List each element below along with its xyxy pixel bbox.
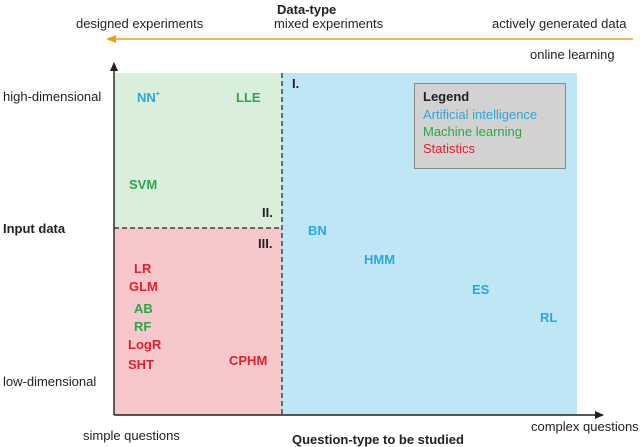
method-rf: RF [134,319,152,334]
method-ab: AB [134,301,153,316]
method-hmm: HMM [364,252,396,267]
actively-generated-data-label: actively generated data [492,16,627,31]
method-logr: LogR [128,337,162,352]
method-glm: GLM [129,279,158,294]
low-dimensional-label: low-dimensional [3,374,97,389]
input-data-title: Input data [3,221,66,236]
simple-questions-label: simple questions [83,428,180,443]
region-ii-label: II. [262,205,273,220]
region-iii-label: III. [258,236,273,251]
complex-questions-label: complex questions [531,419,639,434]
designed-experiments-label: designed experiments [76,16,204,31]
method-nn-superscript: + [155,91,160,98]
method-es: ES [472,282,490,297]
online-learning-label: online learning [530,47,615,62]
method-svm: SVM [129,177,158,192]
legend-item-statistics: Statistics [423,141,476,156]
data-type-title: Data-type [277,2,337,17]
legend-box: Legend Artificial intelligence Machine l… [414,83,566,169]
question-type-title: Question-type to be studied [292,432,464,447]
method-bn: BN [308,223,327,238]
region-i-label: I. [292,76,300,91]
machine-learning-region [114,73,282,228]
statistics-region [114,228,282,415]
legend-title: Legend [423,89,470,104]
legend-item-artificial-intelligence: Artificial intelligence [423,107,538,122]
high-dimensional-label: high-dimensional [3,89,102,104]
method-lr: LR [134,261,152,276]
method-sht: SHT [128,357,154,372]
method-nn-text: NN [137,90,156,105]
method-nn: NN+ [137,91,160,104]
method-cphm: CPHM [229,353,268,368]
legend-item-machine-learning: Machine learning [423,124,523,139]
mixed-experiments-label: mixed experiments [274,16,384,31]
method-lle: LLE [236,90,261,105]
method-rl: RL [540,310,558,325]
